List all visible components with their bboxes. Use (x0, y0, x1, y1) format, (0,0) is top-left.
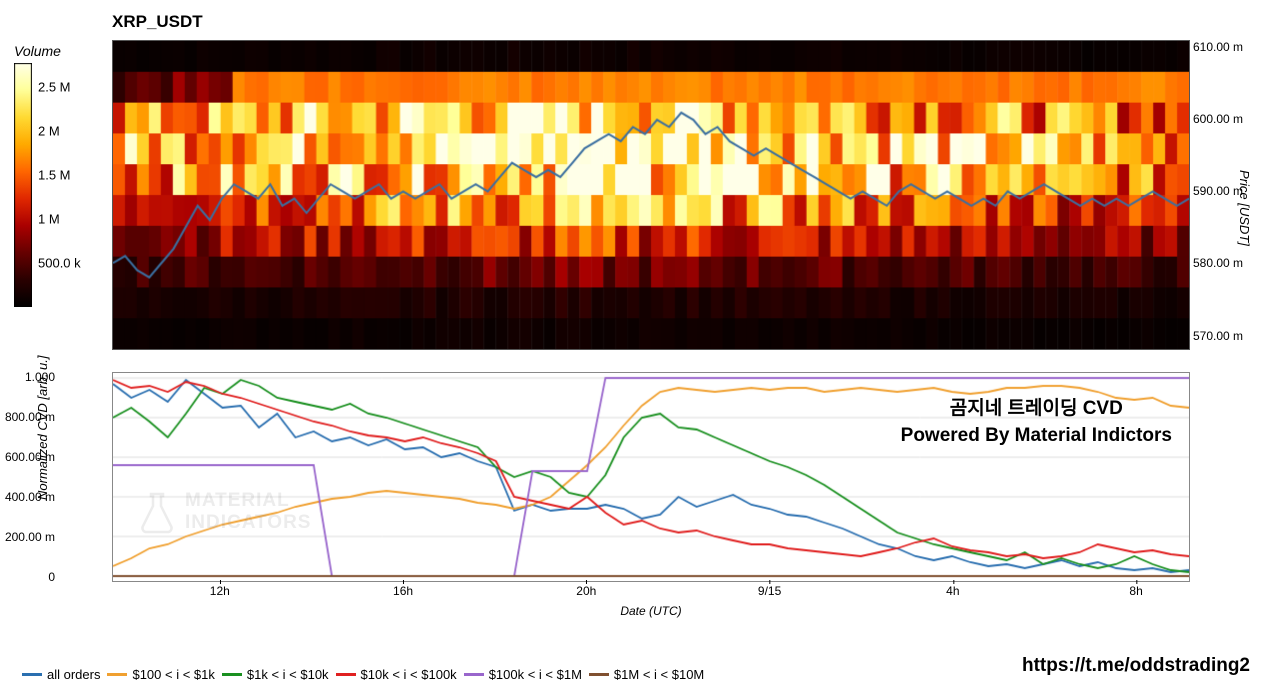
heatmap-canvas (113, 41, 1189, 349)
legend-label: $1k < i < $10k (247, 667, 329, 682)
legend-label: $100 < i < $1k (132, 667, 214, 682)
series-legend: all orders $100 < i < $1k $1k < i < $10k $1… (22, 667, 707, 682)
price-tick: 580.00 m (1193, 256, 1243, 270)
x-tick: 9/15 (758, 584, 781, 598)
price-axis-label: Price [USDT] (1237, 170, 1252, 246)
volume-gradient-bar (14, 63, 32, 307)
x-tick: 20h (576, 584, 596, 598)
price-tick: 600.00 m (1193, 112, 1243, 126)
legend-swatch (336, 673, 356, 676)
legend-label: $100k < i < $1M (489, 667, 582, 682)
cvd-ytick: 0 (0, 570, 55, 584)
volume-tick: 1.5 M (38, 168, 71, 183)
overlay-text: 곰지네 트레이딩 CVD Powered By Material Indicto… (901, 396, 1172, 449)
price-tick: 610.00 m (1193, 40, 1243, 54)
heatmap-chart (112, 40, 1190, 350)
legend-item: $10k < i < $100k (336, 667, 457, 682)
legend-item: $1k < i < $10k (222, 667, 329, 682)
price-tick: 590.00 m (1193, 184, 1243, 198)
watermark: MATERIALINDICATORS (137, 490, 311, 534)
volume-tick: 2.5 M (38, 80, 71, 95)
footer-link: https://t.me/oddstrading2 (1022, 655, 1250, 677)
x-tick: 4h (946, 584, 959, 598)
x-tick: 8h (1129, 584, 1142, 598)
price-tick: 570.00 m (1193, 329, 1243, 343)
cvd-ytick: 200.00 m (0, 530, 55, 544)
flask-icon (137, 490, 177, 534)
volume-legend: Volume 2.5 M2 M1.5 M1 M500.0 k (14, 63, 99, 312)
volume-tick: 2 M (38, 124, 60, 139)
legend-swatch (107, 673, 127, 676)
volume-tick: 1 M (38, 212, 60, 227)
x-tick: 16h (393, 584, 413, 598)
watermark-line2: INDICATORS (185, 512, 311, 534)
chart-title: XRP_USDT (112, 12, 203, 32)
legend-item: $1M < i < $10M (589, 667, 704, 682)
legend-item: $100 < i < $1k (107, 667, 214, 682)
legend-item: all orders (22, 667, 100, 682)
overlay-line1: 곰지네 트레이딩 CVD (901, 396, 1172, 423)
legend-label: $1M < i < $10M (614, 667, 704, 682)
watermark-line1: MATERIAL (185, 490, 311, 512)
legend-label: $10k < i < $100k (361, 667, 457, 682)
legend-swatch (589, 673, 609, 676)
volume-tick: 500.0 k (38, 256, 81, 271)
legend-item: $100k < i < $1M (464, 667, 582, 682)
overlay-line2: Powered By Material Indictors (901, 423, 1172, 450)
legend-swatch (464, 673, 484, 676)
legend-swatch (22, 673, 42, 676)
volume-legend-label: Volume (14, 43, 61, 59)
legend-label: all orders (47, 667, 100, 682)
x-axis-label: Date (UTC) (620, 604, 681, 618)
legend-swatch (222, 673, 242, 676)
cvd-y-label: Normalized CVD [arb. u.] (35, 356, 50, 501)
x-axis: Date (UTC) 12h 16h 20h 9/15 4h 8h (112, 584, 1190, 624)
x-tick: 12h (210, 584, 230, 598)
